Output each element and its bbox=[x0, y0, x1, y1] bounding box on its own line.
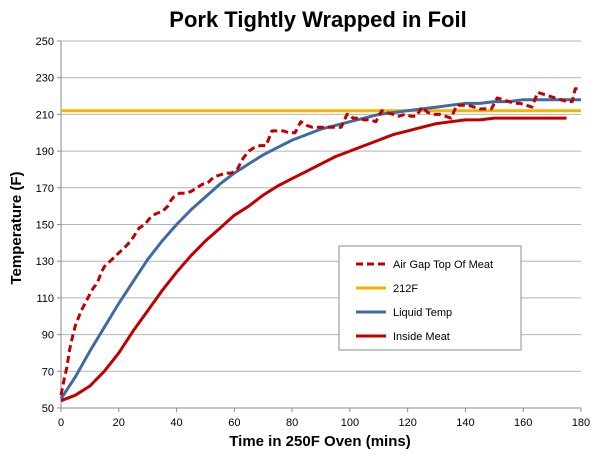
x-tick-label: 180 bbox=[572, 417, 590, 429]
x-tick-label: 80 bbox=[286, 417, 298, 429]
y-tick-label: 70 bbox=[42, 366, 54, 378]
y-tick-label: 230 bbox=[36, 73, 54, 85]
x-tick-label: 60 bbox=[228, 417, 240, 429]
series-line-liquid-temp bbox=[59, 98, 581, 400]
x-tick-label: 160 bbox=[514, 417, 532, 429]
x-tick-label: 0 bbox=[58, 417, 64, 429]
x-tick-label: 20 bbox=[113, 417, 125, 429]
chart-title: Pork Tightly Wrapped in Foil bbox=[169, 7, 466, 32]
y-tick-label: 190 bbox=[36, 146, 54, 158]
x-tick-label: 100 bbox=[341, 417, 359, 429]
y-axis-ticks: 50 70 90 110 130 150 170 190 210 230 250 bbox=[36, 36, 54, 415]
y-axis-title: Temperature (F) bbox=[8, 171, 25, 284]
y-tick-label: 210 bbox=[36, 109, 54, 121]
legend-label: Air Gap Top Of Meat bbox=[393, 259, 493, 271]
legend: Air Gap Top Of Meat 212F Liquid Temp Inside… bbox=[338, 245, 522, 351]
series-line-inside-meat bbox=[60, 116, 567, 403]
x-tick-label: 120 bbox=[398, 417, 416, 429]
y-tick-label: 50 bbox=[42, 403, 54, 415]
y-tick-label: 90 bbox=[42, 330, 54, 342]
y-tick-label: 110 bbox=[36, 293, 54, 305]
x-tick-label: 40 bbox=[170, 417, 182, 429]
y-tick-label: 250 bbox=[36, 36, 54, 48]
series bbox=[59, 87, 581, 403]
y-tick-label: 170 bbox=[36, 183, 54, 195]
x-axis-ticks: 0 20 40 60 80 100 120 140 160 180 bbox=[58, 417, 590, 429]
axes bbox=[57, 40, 582, 412]
y-tick-label: 150 bbox=[36, 220, 54, 232]
legend-label: Inside Meat bbox=[393, 331, 450, 343]
y-tick-label: 130 bbox=[36, 256, 54, 268]
x-axis-title: Time in 250F Oven (mins) bbox=[229, 433, 410, 450]
legend-label: Liquid Temp bbox=[393, 307, 452, 319]
x-tick-label: 140 bbox=[456, 417, 474, 429]
legend-label: 212F bbox=[393, 283, 418, 295]
legend-items: Air Gap Top Of Meat 212F Liquid Temp Inside… bbox=[356, 259, 493, 343]
